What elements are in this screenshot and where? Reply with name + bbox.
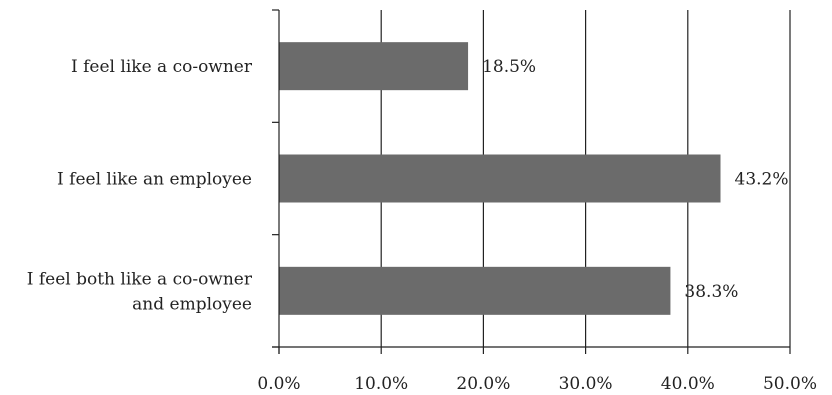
x-tick-label: 40.0% xyxy=(661,374,715,394)
data-label: 18.5% xyxy=(482,57,536,77)
category-label: and employee xyxy=(132,294,252,314)
x-tick-label: 0.0% xyxy=(257,374,300,394)
labels: 18.5% 43.2% 38.3% 0.0% 10.0% 20.0% 30.0% 40.0% 5… xyxy=(27,57,817,394)
bar xyxy=(279,42,469,91)
category-label: I feel like a co-owner xyxy=(71,57,253,77)
data-label: 38.3% xyxy=(684,282,738,302)
x-tick-label: 20.0% xyxy=(456,374,510,394)
bars xyxy=(279,42,721,315)
category-label: I feel both like a co-owner xyxy=(27,269,253,289)
bar xyxy=(279,266,671,315)
x-tick-label: 10.0% xyxy=(354,374,408,394)
category-label: I feel like an employee xyxy=(57,170,252,190)
x-tick-label: 50.0% xyxy=(763,374,817,394)
x-tick-label: 30.0% xyxy=(559,374,613,394)
bar xyxy=(279,154,721,203)
axes xyxy=(272,9,791,354)
data-label: 43.2% xyxy=(735,170,789,190)
